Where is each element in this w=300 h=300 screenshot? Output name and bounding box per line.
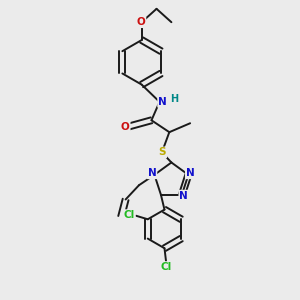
Text: O: O — [137, 17, 146, 27]
Text: S: S — [159, 147, 166, 158]
Text: N: N — [179, 190, 188, 201]
Text: N: N — [158, 97, 167, 107]
Text: O: O — [121, 122, 130, 132]
Text: N: N — [148, 168, 156, 178]
Text: Cl: Cl — [124, 210, 135, 220]
Text: N: N — [186, 168, 194, 178]
Text: Cl: Cl — [161, 262, 172, 272]
Text: H: H — [170, 94, 178, 104]
